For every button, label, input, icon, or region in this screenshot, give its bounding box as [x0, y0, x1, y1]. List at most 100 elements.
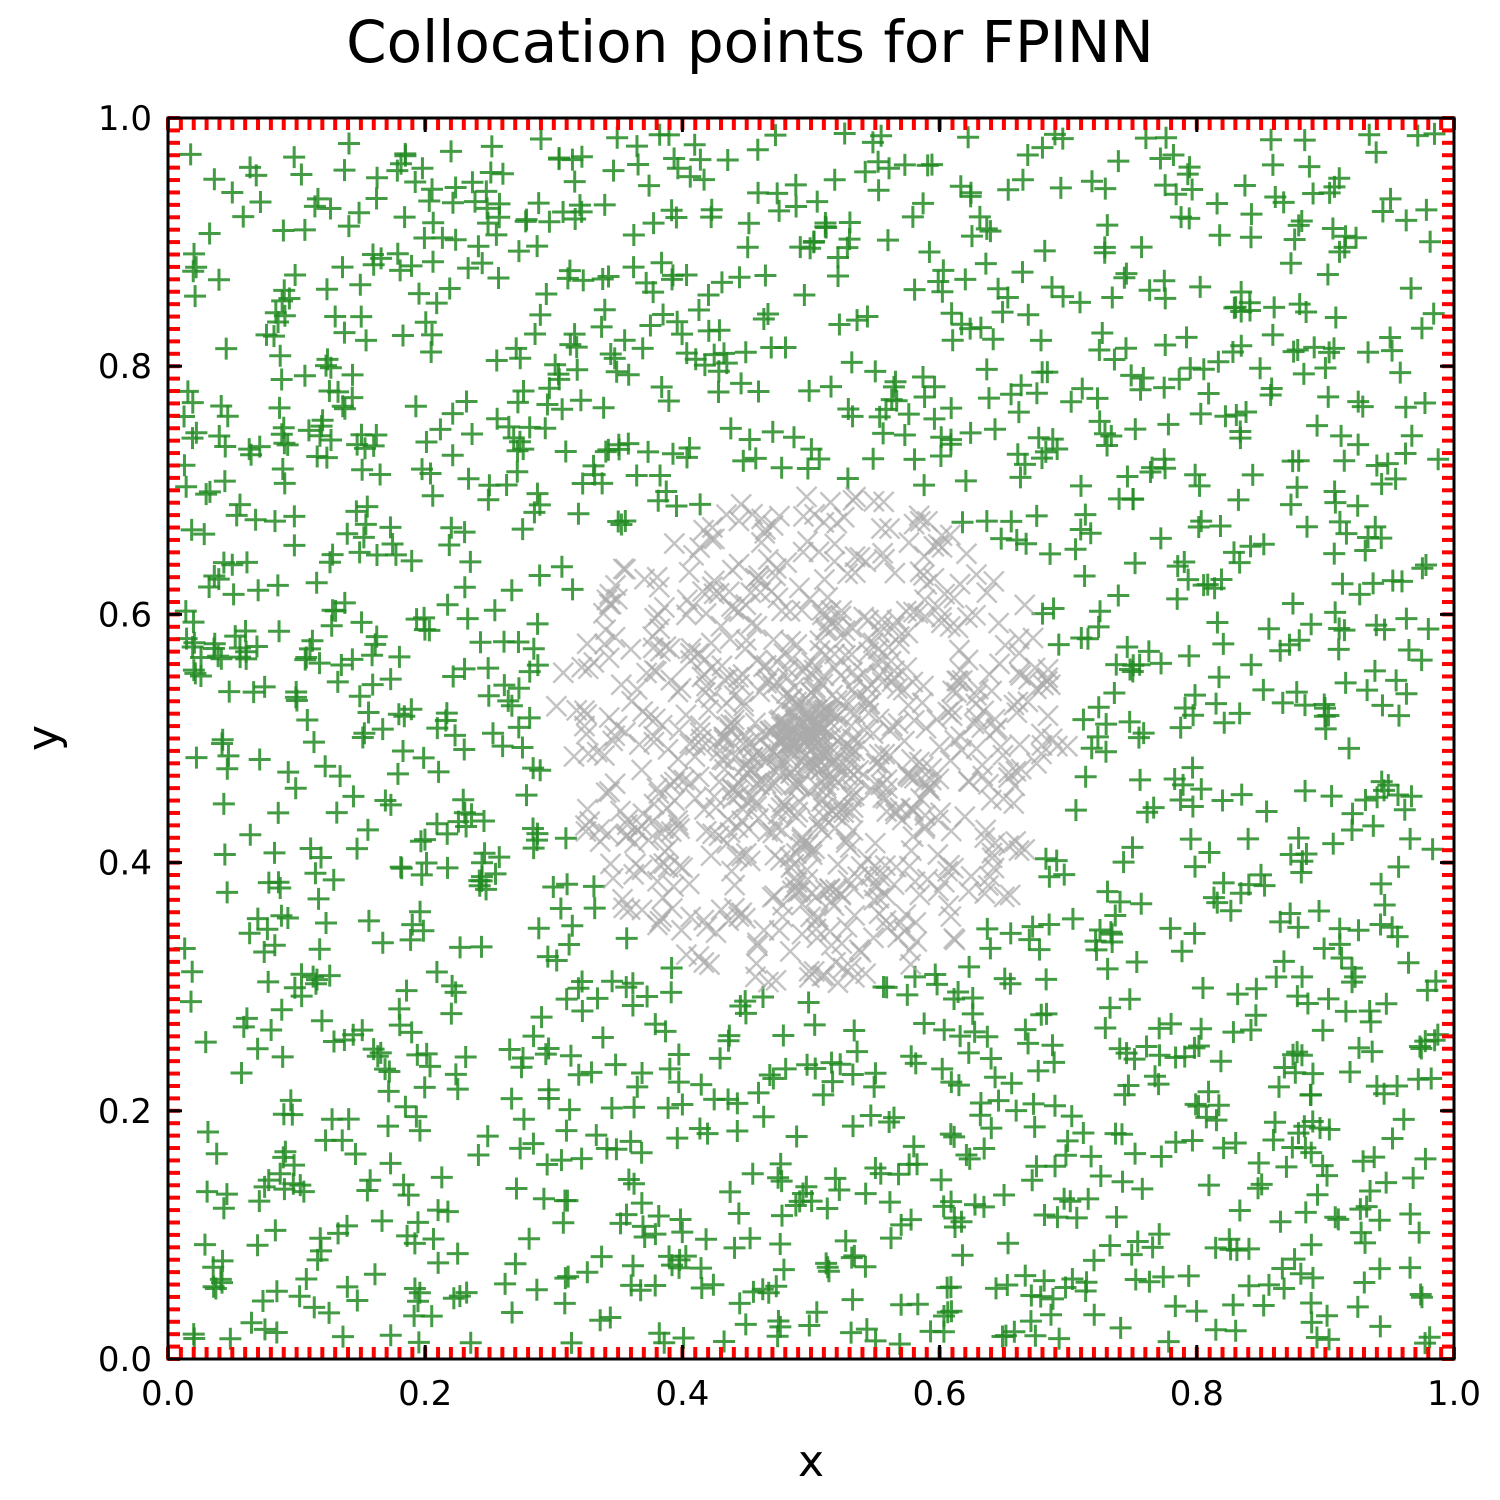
interior-point: [316, 348, 339, 371]
interior-point: [1015, 532, 1038, 555]
interior-point: [400, 1021, 423, 1044]
disk-point: [889, 797, 911, 819]
interior-point: [459, 1331, 482, 1354]
interior-point: [769, 1315, 792, 1338]
interior-point: [1018, 928, 1041, 951]
interior-point: [529, 127, 552, 150]
interior-point: [1381, 1127, 1404, 1150]
interior-point: [333, 397, 356, 420]
disk-point: [760, 580, 783, 603]
disk-point: [796, 751, 819, 774]
interior-point: [1177, 1264, 1200, 1287]
interior-point: [1212, 871, 1235, 894]
interior-point: [617, 1168, 640, 1191]
interior-point: [315, 446, 338, 469]
interior-point: [1025, 504, 1048, 527]
interior-point: [593, 298, 616, 321]
interior-point: [554, 1267, 577, 1290]
interior-point: [268, 396, 291, 419]
interior-point: [1153, 376, 1176, 399]
interior-point: [196, 1180, 219, 1203]
interior-point: [1178, 156, 1201, 179]
disk-point: [940, 820, 963, 842]
interior-point: [571, 999, 594, 1022]
interior-point: [703, 343, 726, 366]
disk-point: [643, 607, 666, 630]
disk-point: [977, 874, 1000, 897]
interior-point: [1324, 491, 1347, 514]
interior-point: [820, 1051, 843, 1074]
interior-point: [660, 956, 683, 979]
interior-point: [1138, 1270, 1161, 1293]
disk-point: [776, 666, 799, 689]
interior-point: [1379, 326, 1402, 349]
interior-point: [1095, 713, 1118, 736]
disk-point: [641, 625, 664, 648]
interior-point: [1044, 1155, 1067, 1178]
interior-point: [341, 386, 364, 409]
disk-point: [648, 576, 671, 599]
disk-point: [734, 724, 757, 747]
interior-point: [514, 210, 537, 233]
interior-point: [1173, 1045, 1196, 1068]
interior-point: [379, 793, 402, 816]
interior-point: [1172, 773, 1195, 796]
interior-point: [283, 146, 306, 169]
interior-point: [687, 298, 710, 321]
interior-point: [1279, 493, 1302, 516]
interior-point: [283, 505, 306, 528]
disk-point: [806, 775, 829, 798]
interior-point: [615, 927, 638, 950]
disk-point: [735, 842, 758, 865]
interior-point: [518, 1227, 541, 1250]
interior-point: [1257, 1273, 1280, 1296]
interior-point: [570, 1147, 593, 1170]
disk-point: [779, 940, 802, 963]
interior-point: [361, 644, 384, 667]
interior-point: [1228, 1199, 1251, 1222]
interior-point: [1157, 1330, 1180, 1353]
disk-point: [927, 809, 949, 831]
interior-point: [246, 1037, 269, 1060]
interior-point: [570, 145, 593, 168]
disk-point: [819, 711, 842, 734]
interior-point: [1206, 192, 1229, 215]
interior-point: [636, 985, 659, 1008]
interior-point: [471, 851, 494, 874]
interior-point: [1110, 1123, 1133, 1146]
interior-point: [1118, 988, 1141, 1011]
interior-point: [341, 648, 364, 671]
interior-point: [1393, 798, 1416, 821]
interior-point: [1165, 183, 1188, 206]
interior-point: [1373, 618, 1396, 641]
disk-point: [960, 865, 982, 888]
disk-point: [927, 533, 950, 556]
interior-point: [404, 395, 427, 418]
disk-point: [930, 606, 953, 629]
interior-point: [444, 981, 467, 1004]
interior-point: [422, 211, 445, 234]
interior-point: [885, 389, 908, 412]
interior-point: [1138, 279, 1161, 302]
interior-point: [693, 354, 716, 377]
disk-point: [796, 868, 819, 891]
interior-point: [864, 1156, 887, 1179]
axis-ticks: [166, 116, 1456, 1361]
interior-point: [1153, 448, 1176, 471]
interior-point: [729, 995, 752, 1018]
interior-point: [440, 516, 463, 539]
interior-point: [1306, 1183, 1329, 1206]
interior-point: [457, 257, 480, 280]
interior-point: [212, 551, 235, 574]
interior-point: [958, 1147, 981, 1170]
interior-point: [212, 1197, 235, 1220]
interior-point: [1335, 522, 1358, 545]
disk-point: [873, 548, 896, 571]
disk-point: [895, 656, 918, 679]
interior-point: [590, 1245, 613, 1268]
interior-point: [671, 323, 694, 346]
interior-point: [1219, 1238, 1242, 1261]
interior-point: [476, 1125, 499, 1148]
interior-point: [1034, 847, 1057, 870]
interior-point: [1184, 684, 1206, 707]
